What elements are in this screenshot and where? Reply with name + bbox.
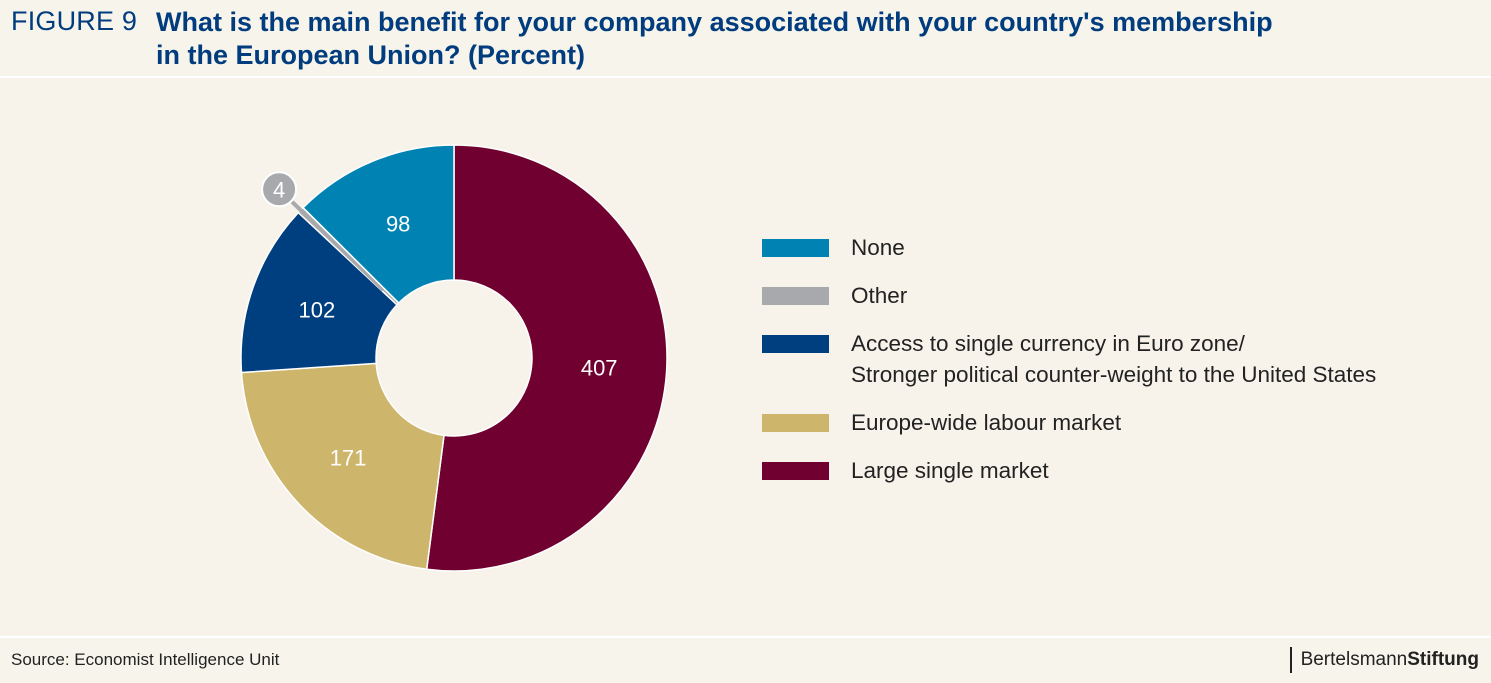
figure-footer: Source: Economist Intelligence Unit Bert… [0, 636, 1491, 683]
callout-bubble [261, 171, 298, 208]
donut-slice-access-to-single-currency-in-e [240, 211, 399, 374]
logo-light-text: Bertelsmann [1300, 649, 1408, 670]
legend-item: Large single market [762, 455, 1376, 486]
legend-swatch [762, 335, 829, 353]
bertelsmann-stiftung-logo: BertelsmannStiftung [1289, 647, 1479, 673]
slice-value-label: 407 [581, 355, 618, 380]
donut-slice-large-single-market [425, 144, 668, 572]
legend-label: Access to single currency in Euro zone/ … [851, 331, 1377, 387]
legend-item: Access to single currency in Euro zone/ … [762, 328, 1376, 390]
legend-item: None [762, 232, 1376, 263]
legend-label: Other [851, 283, 908, 308]
figure-header: FIGURE 9 What is the main benefit for yo… [0, 0, 1491, 78]
logo-bold-text: Stiftung [1407, 649, 1479, 670]
chart-area: 407 171 102 4 98 None Other Access to single c… [0, 78, 1491, 634]
slice-value-label: 98 [386, 212, 410, 237]
donut-slice-europe-wide-labour-market [240, 362, 445, 571]
chart-title: What is the main benefit for your compan… [156, 7, 1273, 70]
legend-item: Europe-wide labour market [762, 407, 1376, 438]
slice-value-label: 171 [330, 446, 367, 471]
legend-label: Europe-wide labour market [851, 410, 1122, 435]
donut-slice-none [302, 144, 455, 305]
donut-chart: 407 171 102 4 98 [240, 144, 668, 572]
legend-swatch [762, 462, 829, 480]
chart-legend: None Other Access to single currency in Eu… [762, 232, 1376, 503]
slice-value-label: 102 [299, 297, 336, 322]
legend-swatch [762, 287, 829, 305]
legend-item: Other [762, 280, 1376, 311]
legend-swatch [762, 239, 829, 257]
legend-label: Large single market [851, 458, 1049, 483]
figure-label: FIGURE 9 [11, 6, 138, 36]
callout-leader-line [290, 200, 385, 292]
slice-value-label: 4 [273, 177, 285, 202]
legend-swatch [762, 414, 829, 432]
source-note: Source: Economist Intelligence Unit [11, 650, 280, 669]
legend-label: None [851, 235, 905, 260]
